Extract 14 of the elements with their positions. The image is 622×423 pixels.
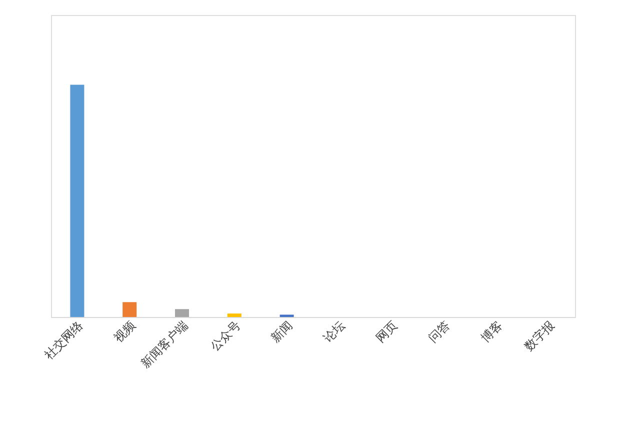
x-tick-label: 博客 — [478, 318, 505, 345]
x-tick-label: 社交网络 — [42, 318, 86, 362]
x-tick-label: 新闻客户端 — [138, 318, 190, 370]
x-tick-label: 论坛 — [320, 318, 348, 345]
x-tick-label: 新闻 — [268, 318, 296, 345]
x-tick-label: 问答 — [426, 318, 452, 345]
x-tick-label: 数字报 — [522, 318, 558, 354]
x-tick-label: 视频 — [111, 318, 138, 345]
bar — [227, 314, 242, 317]
x-tick-label: 网页 — [373, 318, 400, 345]
x-tick-label: 公众号 — [208, 318, 243, 354]
bar — [70, 84, 84, 317]
bar — [175, 309, 189, 317]
bar — [122, 302, 137, 317]
